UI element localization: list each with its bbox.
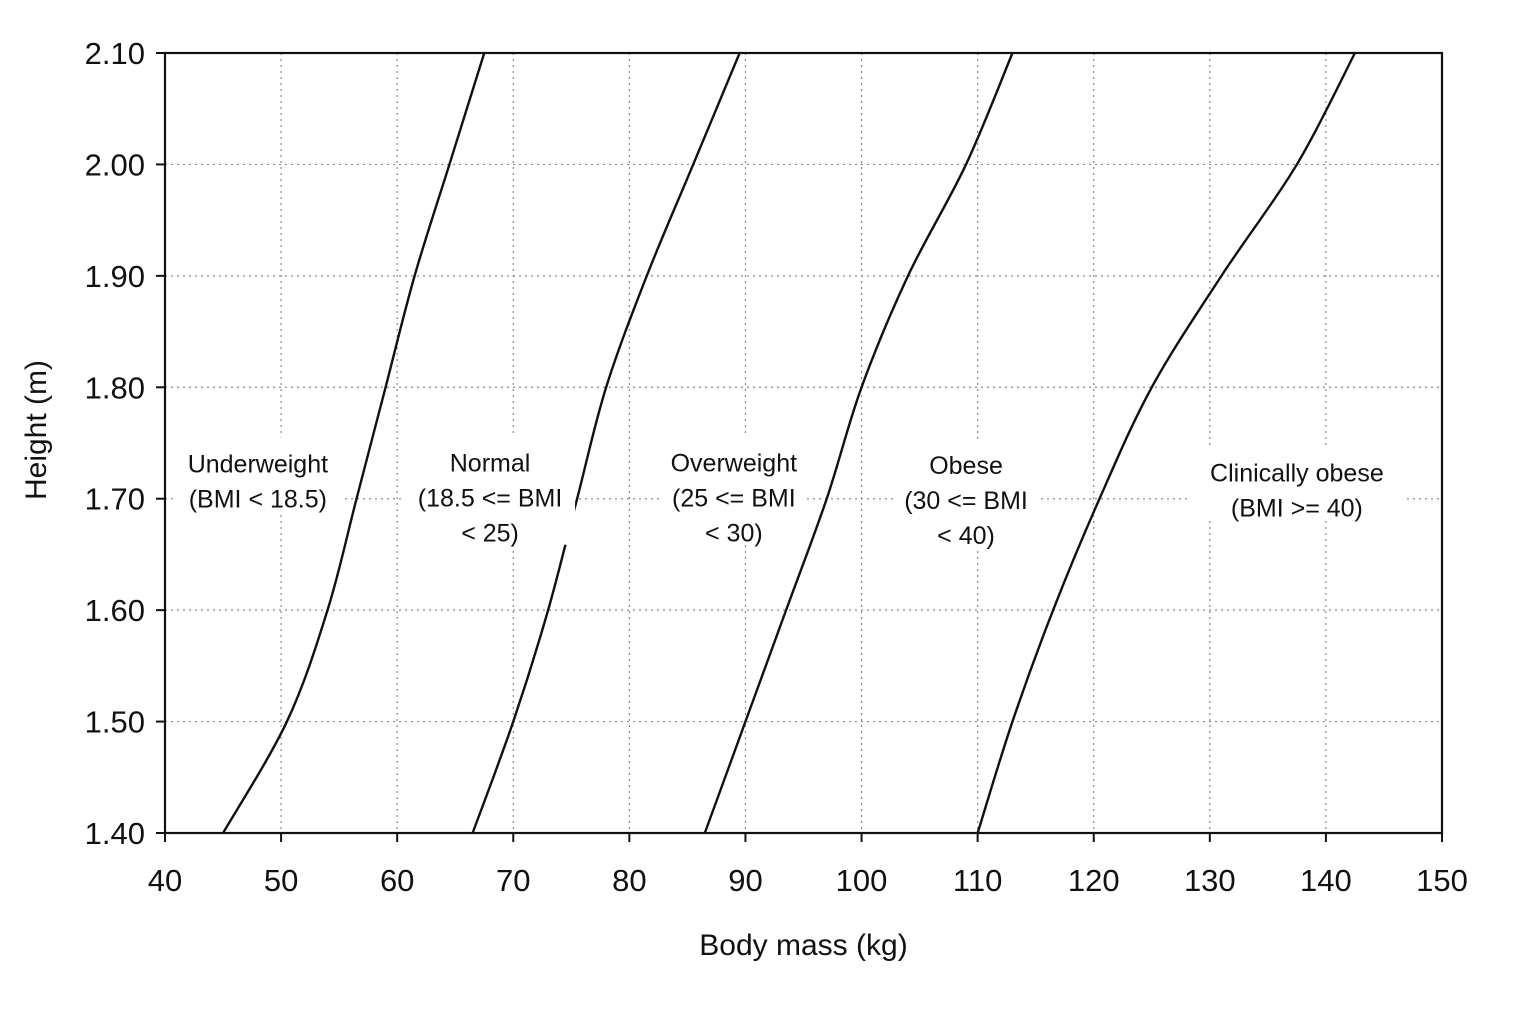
- x-tick-label: 130: [1184, 863, 1236, 898]
- region-label-background: [893, 438, 1039, 547]
- x-tick-label: 100: [836, 863, 888, 898]
- x-tick-label: 80: [612, 863, 646, 898]
- x-tick-label: 60: [380, 863, 414, 898]
- bmi-boundary-line-1: [222, 52, 486, 834]
- region-label-line: < 25): [461, 520, 519, 548]
- region-label-4: Obese (30 <= BMI < 40): [904, 452, 1028, 550]
- region-label-line: Normal: [450, 450, 531, 478]
- region-label-line: < 30): [705, 520, 763, 548]
- region-label-2: Normal (18.5 <= BMI < 25): [418, 450, 563, 548]
- y-tick-label: 1.60: [85, 593, 145, 628]
- region-label-line: (BMI < 18.5): [189, 486, 327, 514]
- x-tick-label: 120: [1068, 863, 1120, 898]
- y-tick-label: 2.00: [85, 147, 145, 182]
- region-label-background: [405, 436, 576, 545]
- y-axis-title: Height (m): [20, 360, 53, 500]
- region-label-layer: Underweight (BMI < 18.5) Normal (18.5 <= BM…: [172, 436, 1407, 550]
- region-label-1: Underweight (BMI < 18.5): [188, 451, 328, 514]
- y-tick-label: 1.50: [85, 705, 145, 740]
- y-tick-label: 1.90: [85, 259, 145, 294]
- x-tick-label: 110: [953, 863, 1002, 898]
- region-label-3: Overweight (25 <= BMI < 30): [671, 450, 797, 548]
- region-label-background: [661, 436, 807, 545]
- region-label-background: [172, 437, 343, 511]
- bmi-boundary-line-3: [703, 52, 1014, 834]
- x-axis-title: Body mass (kg): [699, 929, 907, 962]
- y-tick-label: 1.80: [85, 370, 145, 405]
- region-label-background: [1186, 446, 1407, 520]
- region-label-line: (BMI >= 40): [1231, 494, 1363, 522]
- region-label-line: (18.5 <= BMI: [418, 485, 563, 513]
- x-tick-label: 90: [728, 863, 762, 898]
- region-label-5: Clinically obese (BMI >= 40): [1210, 459, 1384, 522]
- x-tick-label: 70: [496, 863, 530, 898]
- y-tick-label: 2.10: [85, 36, 145, 71]
- bmi-boundary-line-4: [976, 52, 1356, 834]
- x-tick-label: 50: [264, 863, 298, 898]
- region-label-line: (30 <= BMI: [904, 487, 1028, 515]
- x-tick-label: 150: [1416, 863, 1468, 898]
- y-tick-label: 1.40: [85, 816, 145, 851]
- plot-frame: [163, 51, 1444, 835]
- bmi-boundary-line-2: [471, 52, 741, 834]
- region-label-line: (25 <= BMI: [672, 485, 796, 513]
- x-tick-label: 40: [148, 863, 182, 898]
- y-tick-label: 1.70: [85, 482, 145, 517]
- region-label-line: Clinically obese: [1210, 459, 1384, 487]
- region-label-line: Obese: [929, 452, 1003, 480]
- tick-layer: 40 50 60 70 80 90 100 110 120 130 140 150 1.40 1.50 1.…: [85, 36, 1468, 898]
- region-label-line: Underweight: [188, 451, 328, 479]
- curve-layer: [222, 52, 1356, 834]
- region-label-line: Overweight: [671, 450, 797, 478]
- region-label-line: < 40): [937, 522, 995, 550]
- x-tick-label: 140: [1300, 863, 1352, 898]
